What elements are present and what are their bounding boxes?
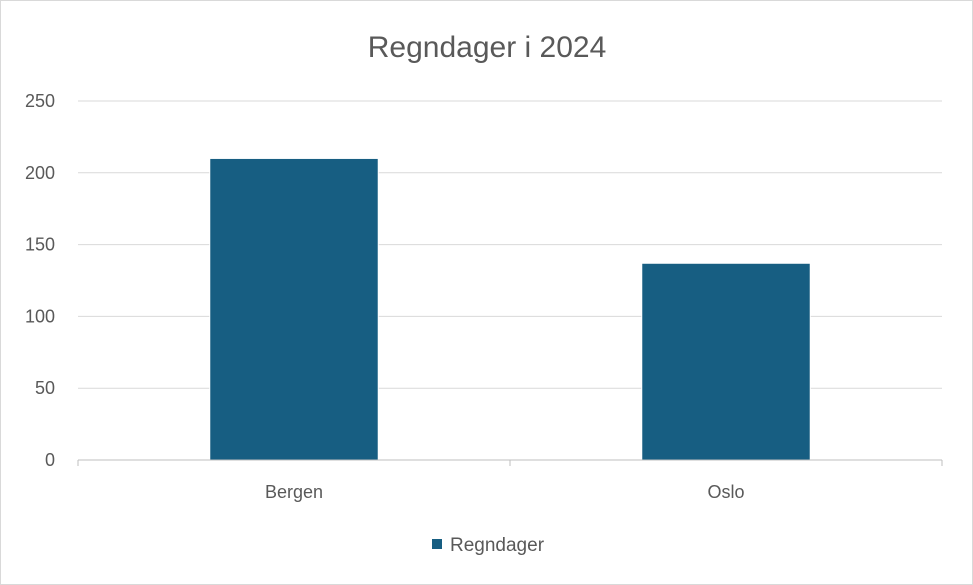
legend: Regndager <box>432 535 545 556</box>
y-axis-tick-labels: 0 50 100 150 200 250 <box>25 91 55 470</box>
y-tick-label: 0 <box>45 450 55 470</box>
bar-oslo <box>641 262 811 461</box>
chart-title: Regndager i 2024 <box>368 31 607 64</box>
bars <box>209 157 811 461</box>
x-tick-label-oslo: Oslo <box>707 482 744 502</box>
gridlines <box>78 100 942 389</box>
y-tick-label: 150 <box>25 235 55 255</box>
x-axis <box>77 459 943 466</box>
y-tick-label: 200 <box>25 163 55 183</box>
x-tick-label-bergen: Bergen <box>265 482 323 502</box>
legend-label-regndager: Regndager <box>450 535 545 556</box>
bar-bergen <box>209 157 379 461</box>
x-axis-tick-labels: Bergen Oslo <box>265 482 745 502</box>
y-tick-label: 50 <box>35 378 55 398</box>
legend-swatch-regndager <box>432 539 442 549</box>
y-tick-label: 250 <box>25 91 55 111</box>
y-tick-label: 100 <box>25 306 55 326</box>
